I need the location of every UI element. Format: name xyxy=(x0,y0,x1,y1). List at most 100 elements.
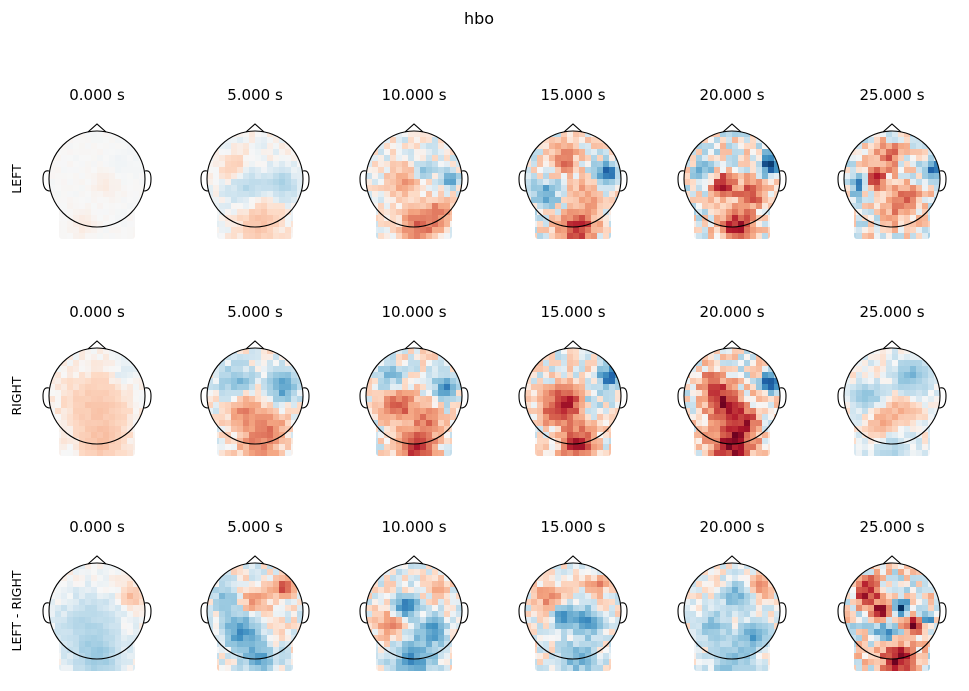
left-ear-outline xyxy=(677,602,686,624)
topomap-field xyxy=(844,563,940,671)
topomap-2-0 xyxy=(42,555,152,671)
right-ear-outline xyxy=(460,387,469,409)
head-outline xyxy=(206,347,304,445)
nose-outline xyxy=(245,340,265,350)
topomap-0-0 xyxy=(42,123,152,239)
topomap-0-3 xyxy=(518,123,628,239)
row-label-0: LEFT xyxy=(9,164,24,194)
topomap-field xyxy=(844,131,940,239)
head-outline xyxy=(843,130,941,228)
row-label-1: RIGHT xyxy=(9,376,24,415)
topomap-2-2 xyxy=(359,555,469,671)
time-label-1-4: 20.000 s xyxy=(699,303,764,321)
nose-outline xyxy=(882,340,902,350)
topomap-0-4 xyxy=(677,123,787,239)
head-outline xyxy=(48,562,146,660)
topomap-grid: LEFT 0.000 s 5.000 s 10.000 s 15.000 s 20.000… xyxy=(9,86,947,671)
topomap-field xyxy=(49,563,145,671)
nose-outline xyxy=(722,123,742,133)
topomap-1-3 xyxy=(518,340,628,456)
nose-outline xyxy=(404,340,424,350)
left-ear-outline xyxy=(42,170,51,192)
head-outline xyxy=(206,562,304,660)
right-ear-outline xyxy=(301,602,310,624)
topomap-1-5 xyxy=(837,340,947,456)
time-label-1-5: 25.000 s xyxy=(859,303,924,321)
nose-outline xyxy=(404,123,424,133)
left-ear-outline xyxy=(677,387,686,409)
right-ear-outline xyxy=(301,170,310,192)
head-outline xyxy=(683,130,781,228)
topomap-field xyxy=(525,563,621,671)
topomap-field xyxy=(366,563,462,671)
time-label-0-5: 25.000 s xyxy=(859,86,924,104)
topomap-field xyxy=(207,348,303,456)
head-outline xyxy=(206,130,304,228)
topomap-1-0 xyxy=(42,340,152,456)
right-ear-outline xyxy=(143,602,152,624)
topomap-field xyxy=(366,131,462,239)
nose-outline xyxy=(882,123,902,133)
time-label-2-4: 20.000 s xyxy=(699,518,764,536)
time-label-2-2: 10.000 s xyxy=(381,518,446,536)
head-outline xyxy=(365,130,463,228)
right-ear-outline xyxy=(143,387,152,409)
topomap-field xyxy=(844,348,940,456)
topomap-2-4 xyxy=(677,555,787,671)
right-ear-outline xyxy=(938,387,947,409)
nose-outline xyxy=(722,555,742,565)
topomap-field xyxy=(49,131,145,239)
nose-outline xyxy=(87,555,107,565)
topomap-1-4 xyxy=(677,340,787,456)
row-label-2: LEFT - RIGHT xyxy=(9,570,24,651)
head-outline xyxy=(843,347,941,445)
nose-outline xyxy=(87,123,107,133)
time-label-0-3: 15.000 s xyxy=(540,86,605,104)
time-label-2-5: 25.000 s xyxy=(859,518,924,536)
topomap-2-3 xyxy=(518,555,628,671)
topomap-field xyxy=(207,563,303,671)
topomap-1-2 xyxy=(359,340,469,456)
topomap-0-1 xyxy=(200,123,310,239)
time-label-1-1: 5.000 s xyxy=(227,303,283,321)
topomap-field xyxy=(207,131,303,239)
left-ear-outline xyxy=(518,387,527,409)
left-ear-outline xyxy=(200,170,209,192)
head-outline xyxy=(843,562,941,660)
right-ear-outline xyxy=(778,602,787,624)
head-outline xyxy=(365,562,463,660)
left-ear-outline xyxy=(42,602,51,624)
head-outline xyxy=(683,347,781,445)
head-outline xyxy=(683,562,781,660)
topomap-field xyxy=(684,563,780,671)
nose-outline xyxy=(245,123,265,133)
topomap-field xyxy=(525,348,621,456)
left-ear-outline xyxy=(677,170,686,192)
right-ear-outline xyxy=(301,387,310,409)
right-ear-outline xyxy=(778,170,787,192)
head-outline xyxy=(48,347,146,445)
right-ear-outline xyxy=(619,387,628,409)
topomap-field xyxy=(49,348,145,456)
topomap-field xyxy=(684,348,780,456)
right-ear-outline xyxy=(619,170,628,192)
time-label-2-0: 0.000 s xyxy=(69,518,125,536)
left-ear-outline xyxy=(518,602,527,624)
nose-outline xyxy=(882,555,902,565)
time-label-1-2: 10.000 s xyxy=(381,303,446,321)
head-outline xyxy=(524,130,622,228)
right-ear-outline xyxy=(938,170,947,192)
left-ear-outline xyxy=(42,387,51,409)
topomap-field xyxy=(525,131,621,239)
left-ear-outline xyxy=(359,387,368,409)
time-label-0-4: 20.000 s xyxy=(699,86,764,104)
nose-outline xyxy=(563,340,583,350)
right-ear-outline xyxy=(938,602,947,624)
time-label-1-0: 0.000 s xyxy=(69,303,125,321)
head-outline xyxy=(524,347,622,445)
figure-title: hbo xyxy=(464,9,494,28)
head-outline xyxy=(48,130,146,228)
left-ear-outline xyxy=(200,602,209,624)
nose-outline xyxy=(563,555,583,565)
